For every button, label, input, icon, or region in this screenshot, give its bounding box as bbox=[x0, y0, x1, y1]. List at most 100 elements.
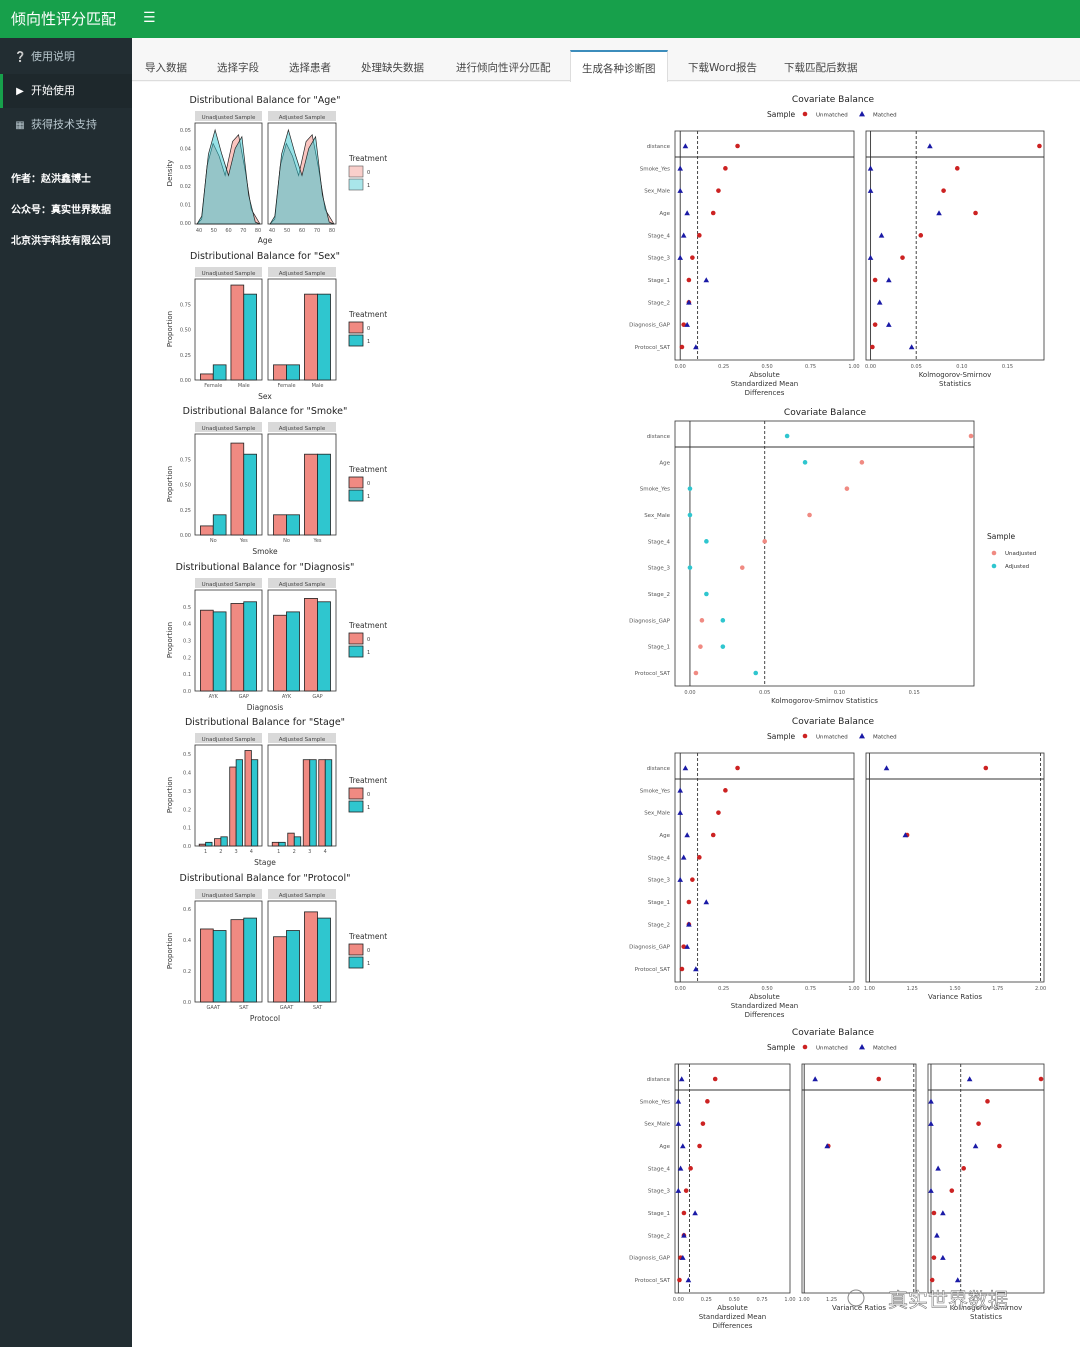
covariate-label: Stage_4 bbox=[648, 1166, 671, 1172]
x-tick-label: 0.00 bbox=[675, 364, 686, 370]
point-Age-unmatched bbox=[697, 1143, 702, 1149]
point-distance-matched bbox=[883, 765, 890, 771]
point-Sex_Male-adjusted bbox=[687, 512, 693, 518]
x-tick-label: 0.00 bbox=[675, 986, 686, 992]
tab-select-patients[interactable]: 选择患者 bbox=[289, 62, 331, 74]
point-Diagnosis_GAP-unmatched bbox=[681, 944, 686, 949]
legend-key-matched bbox=[859, 733, 865, 739]
sidebar-item-start[interactable]: ▶ 开始使用 bbox=[0, 74, 132, 108]
legend-label: 0 bbox=[367, 792, 370, 798]
density-area-1 bbox=[196, 128, 261, 225]
point-Protocol_SAT-matched bbox=[693, 344, 699, 350]
covariate-label: distance bbox=[647, 434, 671, 440]
bar-diagnosis-gap-1 bbox=[243, 601, 257, 692]
x-tick-label: No bbox=[210, 538, 217, 544]
bar-sex-female-0 bbox=[200, 373, 214, 381]
point-Smoke_Yes-unmatched bbox=[723, 166, 728, 171]
facet-strip bbox=[268, 267, 336, 277]
point-Protocol_SAT-matched bbox=[693, 966, 699, 972]
covariate-label: Diagnosis_GAP bbox=[629, 1256, 671, 1262]
density-area-1 bbox=[269, 128, 335, 225]
point-Stage_1-unmatched bbox=[931, 1210, 937, 1216]
x-tick-label: Yes bbox=[312, 538, 321, 544]
x-tick-label: AYK bbox=[209, 694, 219, 700]
x-tick-label: 1.00 bbox=[864, 986, 875, 992]
covariate-label: Protocol_SAT bbox=[635, 967, 671, 973]
legend-title: Sample bbox=[987, 532, 1016, 541]
y-tick-label: 0.3 bbox=[183, 789, 191, 795]
point-Sex_Male-unmatched bbox=[941, 188, 946, 193]
x-tick-label: GAP bbox=[239, 694, 249, 700]
x-tick-label: GAAT bbox=[280, 1005, 294, 1011]
x-axis-title: Age bbox=[258, 236, 273, 245]
point-Stage_4-matched bbox=[878, 232, 885, 238]
bar-stage-4-0 bbox=[318, 759, 326, 847]
sidebar-item-instructions[interactable]: ❔ 使用说明 bbox=[0, 40, 132, 74]
facet-label: Adjusted Sample bbox=[279, 115, 326, 121]
covariate-label: Sex_Male bbox=[644, 811, 670, 817]
y-tick-label: 0.25 bbox=[180, 508, 191, 514]
facet-label: Unadjusted Sample bbox=[202, 426, 256, 432]
bar-smoke-no-1 bbox=[286, 514, 300, 536]
tab-import-data[interactable]: 导入数据 bbox=[145, 62, 187, 74]
x-tick-label: 4 bbox=[250, 849, 253, 855]
point-distance-unmatched bbox=[876, 1076, 882, 1082]
legend-key-0 bbox=[348, 632, 364, 645]
x-tick-label: 1.00 bbox=[784, 1297, 795, 1303]
point-Age-matched bbox=[824, 1143, 831, 1149]
bar-sex-female-0 bbox=[273, 364, 287, 381]
point-Diagnosis_GAP-unadjusted bbox=[699, 618, 705, 623]
y-tick-label: 0.0 bbox=[183, 689, 191, 695]
covariate-label: distance bbox=[647, 144, 671, 150]
x-axis-title: Standardized Mean bbox=[699, 1313, 767, 1321]
x-tick-label: 0.05 bbox=[759, 690, 770, 696]
x-axis-title: Smoke bbox=[252, 547, 278, 556]
question-circle-icon: ❔ bbox=[14, 52, 27, 63]
tab-psm[interactable]: 进行倾向性评分匹配 bbox=[456, 62, 551, 74]
point-Age-unadjusted bbox=[859, 460, 865, 465]
covariate-label: Age bbox=[659, 211, 670, 217]
bar-smoke-no-1 bbox=[212, 514, 227, 536]
point-Protocol_SAT-adjusted bbox=[753, 670, 759, 676]
y-tick-label: 0.00 bbox=[180, 378, 191, 384]
legend-label: Matched bbox=[873, 113, 897, 119]
covariate-label: distance bbox=[647, 1077, 671, 1083]
bar-stage-2-1 bbox=[220, 836, 228, 847]
wechat-text: 公众号：真实世界数据 bbox=[11, 205, 111, 216]
tab-word-report[interactable]: 下载Word报告 bbox=[688, 62, 757, 74]
y-tick-label: 0.2 bbox=[183, 655, 191, 661]
app-title: 倾向性评分匹配 bbox=[11, 10, 117, 28]
x-tick-label: GAP bbox=[312, 694, 322, 700]
tab-select-fields[interactable]: 选择字段 bbox=[217, 62, 259, 74]
tab-download-matched[interactable]: 下载匹配后数据 bbox=[784, 62, 858, 74]
point-Age-matched bbox=[902, 832, 909, 838]
point-Stage_3-unmatched bbox=[683, 1188, 689, 1193]
x-tick-label: No bbox=[283, 538, 290, 544]
point-distance-unmatched bbox=[712, 1076, 718, 1082]
tab-missing-data[interactable]: 处理缺失数据 bbox=[361, 62, 424, 74]
tab-diagnostics[interactable]: 生成各种诊断图 bbox=[570, 50, 668, 82]
point-Stage_3-matched bbox=[928, 1187, 934, 1193]
y-tick-label: 0.4 bbox=[183, 771, 191, 777]
legend-key-1 bbox=[348, 956, 364, 969]
y-axis-title: Proportion bbox=[166, 777, 174, 813]
sidebar-item-support[interactable]: ▦ 获得技术支持 bbox=[0, 108, 132, 142]
facet-label: Adjusted Sample bbox=[279, 582, 326, 588]
bar-stage-2-0 bbox=[287, 832, 295, 847]
chart-title: Distributional Balance for "Age" bbox=[189, 95, 340, 106]
hamburger-icon[interactable]: ☰ bbox=[143, 10, 156, 26]
bar-stage-4-1 bbox=[324, 759, 333, 847]
panel-frame bbox=[674, 752, 855, 983]
x-axis-title: Differences bbox=[745, 1011, 785, 1019]
bar-stage-1-0 bbox=[271, 841, 280, 847]
point-Protocol_SAT-unmatched bbox=[679, 344, 685, 350]
x-tick-label: Male bbox=[238, 383, 250, 389]
point-Stage_3-matched bbox=[677, 876, 684, 882]
facet-label: Adjusted Sample bbox=[279, 737, 326, 743]
facet-strip bbox=[195, 111, 262, 121]
legend-label: 1 bbox=[367, 339, 370, 345]
legend-label: 1 bbox=[367, 650, 370, 656]
facet-strip bbox=[268, 889, 336, 899]
x-tick-label: 0.75 bbox=[805, 986, 816, 992]
covariate-label: Stage_2 bbox=[648, 1233, 670, 1239]
